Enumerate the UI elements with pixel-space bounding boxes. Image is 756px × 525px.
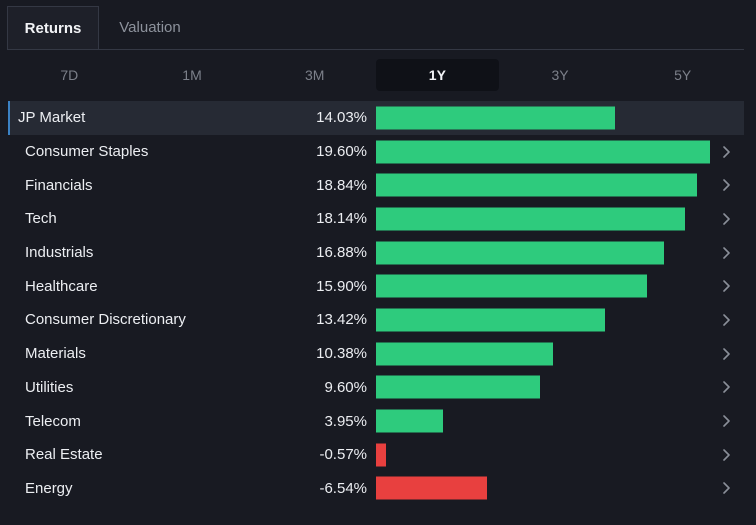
sector-name: Industrials [25,244,94,262]
tab-returns[interactable]: Returns [7,6,99,49]
chevron-right-icon[interactable] [722,168,730,202]
return-bar [376,443,386,467]
period-selector: 7D 1M 3M 1Y 3Y 5Y [8,59,744,91]
chevron-right-icon[interactable] [722,337,730,371]
sector-row[interactable]: Materials 10.38% [8,337,744,371]
sector-name: Utilities [25,378,74,396]
return-value: -6.54% [319,479,367,497]
sector-row[interactable]: Consumer Staples 19.60% [8,135,744,169]
sector-name: JP Market [18,109,86,127]
sector-row[interactable]: Consumer Discretionary 13.42% [8,303,744,337]
return-bar [376,106,616,130]
return-value: 13.42% [316,311,367,329]
return-value: -0.57% [319,446,367,464]
return-bar [376,207,686,231]
return-bar [376,274,647,298]
sector-row[interactable]: Tech 18.14% [8,202,744,236]
return-value: 10.38% [316,345,367,363]
return-value: 14.03% [316,109,367,127]
sector-name: Real Estate [25,446,103,464]
tab-valuation[interactable]: Valuation [119,19,181,36]
sector-name: Energy [25,479,73,497]
return-bar [376,476,488,500]
return-bar [376,241,664,265]
return-bar [376,308,605,332]
return-value: 9.60% [324,378,367,396]
sector-returns-chart: JP Market 14.03% Consumer Staples 19.60% Fin… [8,101,744,505]
sector-name: Healthcare [25,277,98,295]
return-value: 15.90% [316,277,367,295]
period-3y[interactable]: 3Y [551,67,569,83]
chevron-right-icon[interactable] [722,404,730,438]
sector-row[interactable]: Financials 18.84% [8,168,744,202]
sector-name: Financials [25,176,93,194]
sector-row[interactable]: Energy -6.54% [8,472,744,506]
return-bar [376,342,553,366]
return-bar [376,375,540,399]
sector-row[interactable]: Healthcare 15.90% [8,269,744,303]
sector-name: Materials [25,345,86,363]
return-bar [376,409,444,433]
return-value: 18.84% [316,176,367,194]
sector-row[interactable]: Utilities 9.60% [8,371,744,405]
chevron-right-icon[interactable] [722,371,730,405]
return-value: 3.95% [324,412,367,430]
sector-name: Consumer Discretionary [25,311,186,329]
period-5y[interactable]: 5Y [674,67,692,83]
chevron-right-icon[interactable] [722,135,730,169]
return-value: 16.88% [316,244,367,262]
chevron-right-icon[interactable] [722,202,730,236]
sector-row[interactable]: Telecom 3.95% [8,404,744,438]
view-tabs: Returns Valuation [7,6,744,50]
period-7d[interactable]: 7D [60,67,79,83]
return-bar [376,173,697,197]
chevron-right-icon[interactable] [722,236,730,270]
return-value: 18.14% [316,210,367,228]
chevron-right-icon[interactable] [722,472,730,506]
chevron-right-icon[interactable] [722,303,730,337]
chevron-right-icon[interactable] [722,438,730,472]
period-1y[interactable]: 1Y [376,59,499,91]
sector-name: Telecom [25,412,81,430]
sector-row[interactable]: Real Estate -0.57% [8,438,744,472]
return-value: 19.60% [316,143,367,161]
return-bar [376,140,710,164]
chevron-right-icon[interactable] [722,269,730,303]
sector-row[interactable]: Industrials 16.88% [8,236,744,270]
period-3m[interactable]: 3M [304,67,325,83]
sector-name: Tech [25,210,57,228]
sector-name: Consumer Staples [25,143,149,161]
period-1m[interactable]: 1M [182,67,202,83]
market-row[interactable]: JP Market 14.03% [8,101,744,135]
